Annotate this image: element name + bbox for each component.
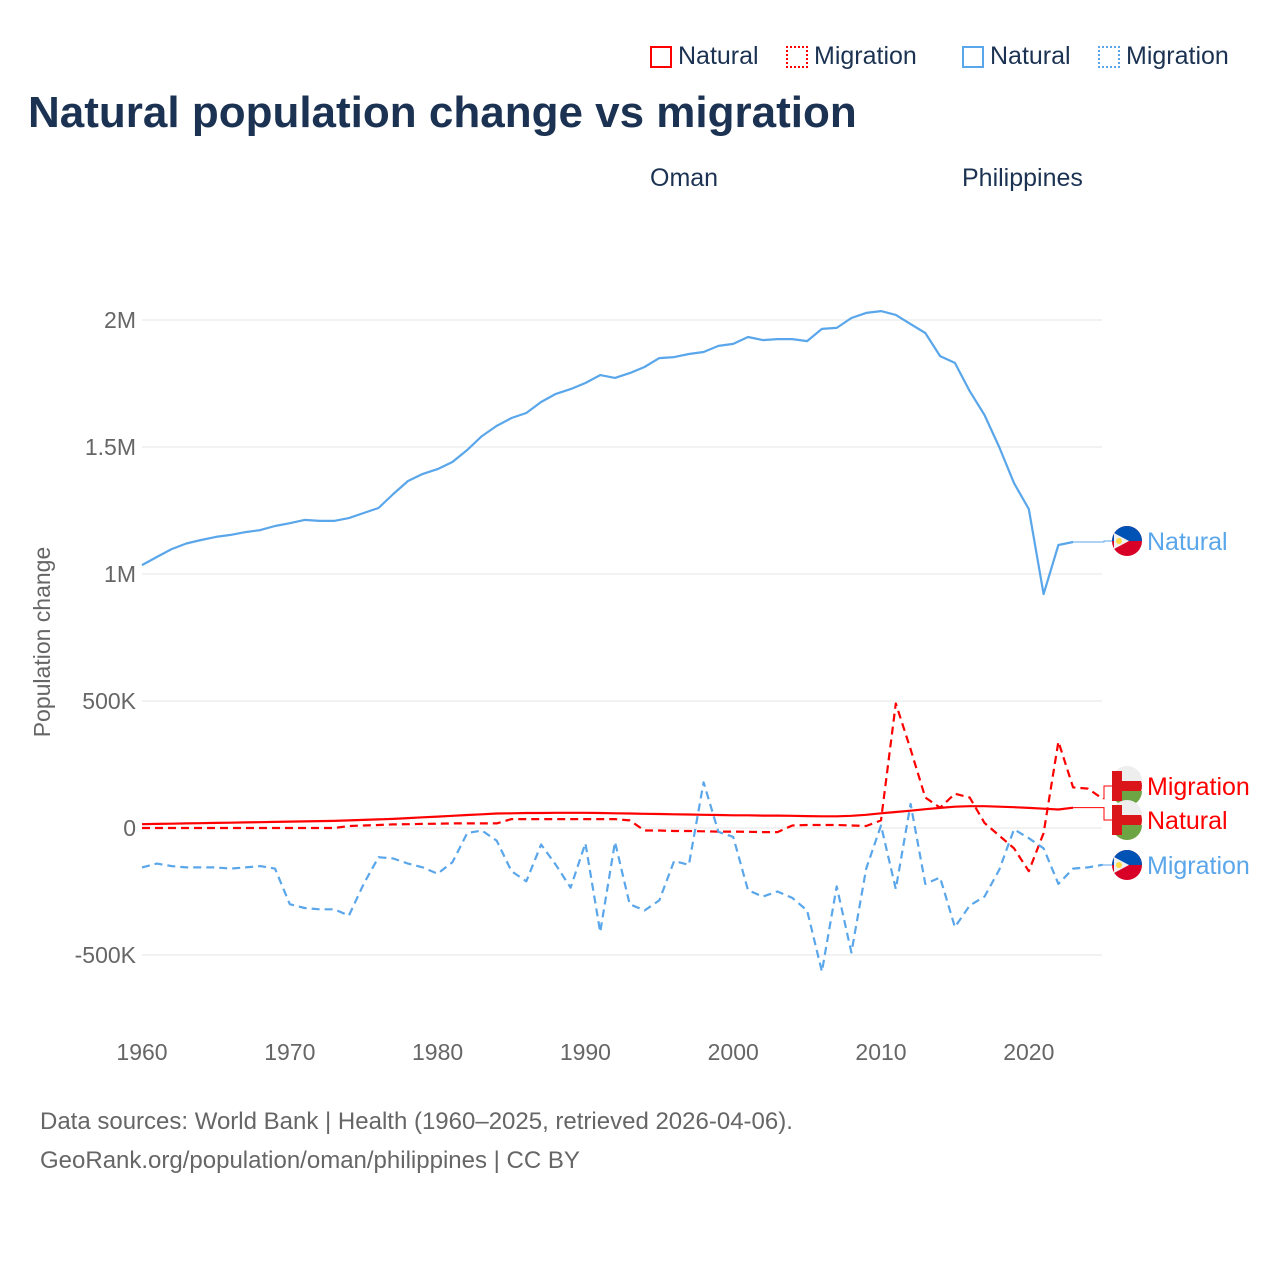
- footer-sources: Data sources: World Bank | Health (1960–…: [40, 1108, 793, 1135]
- series-line-philippines-natural: [141, 310, 1074, 596]
- label-connector: [1102, 785, 1112, 800]
- legend-label: Migration: [1126, 42, 1229, 70]
- flag-part: [1112, 805, 1122, 835]
- chart-title: Natural population change vs migration: [28, 88, 857, 137]
- x-tick-label: 1980: [412, 1039, 463, 1065]
- flag-part: [1112, 771, 1122, 801]
- end-label: Migration: [1147, 852, 1250, 880]
- end-label: Migration: [1147, 773, 1250, 801]
- x-tick-label: 2010: [855, 1039, 906, 1065]
- series-line-philippines-migration: [141, 781, 1103, 973]
- y-axis-label: Population change: [29, 547, 55, 738]
- series-line-oman-migration: [142, 702, 1104, 873]
- legend-group-title: Oman: [650, 164, 719, 192]
- philippines-flag-icon: [1112, 850, 1142, 880]
- label-connector: [1073, 807, 1112, 821]
- dotted-swatch-icon: [1098, 45, 1120, 68]
- legend-label: Migration: [814, 42, 917, 70]
- end-label: Natural: [1147, 807, 1228, 835]
- footer-link[interactable]: GeoRank.org/population/oman/philippines …: [40, 1147, 580, 1174]
- flag-part: [1116, 538, 1122, 544]
- solid-swatch-icon: [962, 45, 984, 68]
- legend-item-oman-migration[interactable]: Migration: [786, 42, 917, 71]
- philippines-flag-icon: [1112, 526, 1142, 556]
- legend-item-oman-natural[interactable]: Natural: [650, 42, 759, 71]
- legend-item-philippines-migration[interactable]: Migration: [1098, 42, 1229, 71]
- solid-swatch-icon: [650, 45, 672, 68]
- y-tick-label: 2M: [104, 307, 136, 333]
- x-tick-label: 1970: [264, 1039, 315, 1065]
- y-tick-label: 500K: [82, 688, 136, 714]
- x-tick-label: 1990: [560, 1039, 611, 1065]
- end-label: Natural: [1147, 528, 1228, 556]
- legend-group-philippines: Philippines: [962, 164, 1083, 193]
- y-tick-label: 1.5M: [85, 434, 136, 460]
- x-tick-label: 1960: [116, 1039, 167, 1065]
- legend-label: Natural: [678, 42, 759, 70]
- dotted-swatch-icon: [786, 45, 808, 68]
- flag-part: [1116, 862, 1122, 868]
- legend-label: Natural: [990, 42, 1071, 70]
- legend-group-oman: Oman: [650, 164, 718, 193]
- x-tick-label: 2020: [1003, 1039, 1054, 1065]
- legend-group-title: Philippines: [962, 164, 1083, 192]
- y-tick-label: 0: [123, 815, 136, 841]
- series-line-oman-natural: [141, 805, 1074, 826]
- legend-item-philippines-natural[interactable]: Natural: [962, 42, 1071, 71]
- y-tick-label: 1M: [104, 561, 136, 587]
- oman-flag-icon: [1112, 800, 1142, 840]
- label-connector: [1073, 540, 1112, 543]
- x-tick-label: 2000: [708, 1039, 759, 1065]
- y-tick-label: -500K: [75, 942, 137, 968]
